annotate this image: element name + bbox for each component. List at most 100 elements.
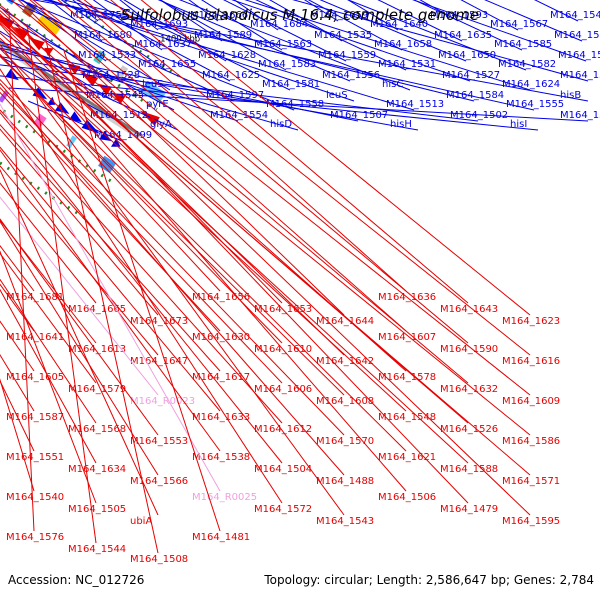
- gene-arrow: [80, 71, 99, 87]
- gene-label: M164_1621: [378, 452, 436, 463]
- gene-label: M164_1605: [6, 372, 64, 383]
- gene-callout-line: [231, 0, 471, 82]
- gene-label: M164_1504: [254, 464, 312, 475]
- gene-callout-line: [0, 91, 221, 332]
- feature-block: [116, 65, 129, 79]
- gene-callout-line: [103, 0, 291, 91]
- gene-label: M164_1684: [250, 19, 308, 30]
- feature-block: [0, 90, 10, 103]
- gene-callout-line: [0, 12, 469, 504]
- gene-callout-line: [0, 48, 407, 452]
- accession-line: Accession: NC_012726: [8, 573, 144, 587]
- gene-label: M164_1624: [502, 79, 560, 90]
- gene-label: M164_1585: [494, 39, 552, 50]
- gene-label: M164_1488: [316, 476, 374, 487]
- gene-callout-line: [44, 36, 159, 554]
- gene-label: M164_R0025: [192, 492, 257, 503]
- gene-callout-line: [0, 218, 159, 436]
- gene-callout-line: [27, 100, 123, 142]
- gene-arrow: [13, 26, 29, 40]
- gene-label: M164_1559: [318, 50, 376, 61]
- gene-callout-line: [8, 87, 589, 122]
- gene-label: M164_1635: [434, 30, 492, 41]
- gene-label: M164_1633: [192, 412, 250, 423]
- gene-callout-line: [0, 43, 345, 516]
- accession-label: Accession:: [8, 573, 72, 587]
- gene-callout-line: [0, 82, 345, 476]
- gene-label: hisI: [510, 119, 527, 130]
- gene-callout-line: [0, 165, 159, 356]
- length-label: Length:: [376, 573, 423, 587]
- gene-callout-line: [0, 21, 345, 356]
- gene-label: M164_1641: [6, 332, 64, 343]
- gene-callout-line: [0, 55, 119, 122]
- gene-label: M164_1563: [254, 39, 312, 50]
- gene-label: M164_1630: [192, 332, 250, 343]
- accession-value: NC_012726: [75, 573, 145, 587]
- gene-callout-line: [0, 37, 407, 412]
- gene-label: M164_1655: [138, 59, 196, 70]
- gene-callout-line: [0, 68, 283, 504]
- gene-label: M164_1643: [440, 304, 498, 315]
- feature-block: [93, 50, 106, 65]
- gene-callout-line: [0, 196, 159, 396]
- gene-arrow: [55, 102, 70, 114]
- gene-label: M164_1481: [192, 532, 250, 543]
- genome-summary: Topology: circular; Length: 2,586,647 bp…: [264, 573, 594, 587]
- gene-label: hisD: [270, 119, 292, 130]
- topology-label: Topology:: [264, 573, 321, 587]
- gene-label: M164_1623: [502, 316, 560, 327]
- gene-label: M164_1479: [440, 504, 498, 515]
- gene-label: M164_1588: [440, 464, 498, 475]
- gene-callout-line: [19, 0, 295, 111]
- gene-label: hisB: [560, 90, 581, 101]
- gene-callout-line: [0, 378, 35, 492]
- gene-label: M164_1527: [442, 70, 500, 81]
- gene-label: M164_1506: [378, 492, 436, 503]
- gene-label: M164_1617: [192, 372, 250, 383]
- gene-label: M164_1595: [502, 516, 560, 527]
- gene-label: M164_1673: [130, 316, 188, 327]
- gene-label: M164_1607: [378, 332, 436, 343]
- gene-label: M164_1606: [254, 384, 312, 395]
- gene-label: M164_1583: [258, 59, 316, 70]
- gene-label: M164_1548: [378, 412, 436, 423]
- gene-label: M164_1587: [6, 412, 64, 423]
- gene-callout-line: [0, 78, 345, 436]
- gene-label: M164_1586: [502, 436, 560, 447]
- gene-callout-line: [0, 128, 159, 316]
- gene-label: M164_1544: [68, 544, 126, 555]
- genes-label: Genes:: [513, 573, 556, 587]
- gene-callout-line: [8, 11, 35, 532]
- gene-label: M164_1568: [68, 424, 126, 435]
- gene-label: M164_1628: [198, 50, 256, 61]
- gene-label: M164_1540: [6, 492, 64, 503]
- gene-callout-line: [0, 23, 407, 492]
- gene-callout-line: [0, 55, 345, 396]
- gene-label: M164_1681: [6, 292, 64, 303]
- gene-arrow: [99, 130, 112, 141]
- gene-callout-line: [78, 0, 407, 292]
- genome-title: Sulfolobus islandicus M.16.4, complete g…: [120, 6, 480, 24]
- gene-callout-line: [46, 0, 415, 111]
- gene-label: M164_1555: [506, 99, 564, 110]
- gene-callout-line: [17, 0, 345, 316]
- gene-label: M164_1590: [440, 344, 498, 355]
- gene-label: M164_1538: [192, 452, 250, 463]
- gene-label: M164_1543: [316, 516, 374, 527]
- gene-label: pyrE: [146, 99, 169, 110]
- gene-label: M164_1589: [194, 30, 252, 41]
- gene-label: M164_1541: [550, 10, 600, 21]
- gene-callout-line: [0, 10, 407, 372]
- gene-callout-line: [0, 278, 97, 424]
- gene-label: M164_1533: [78, 50, 136, 61]
- gene-label: M164_1571: [502, 476, 560, 487]
- gene-label: M164_1556: [322, 70, 380, 81]
- gene-label: M164_1513: [386, 99, 444, 110]
- gene-label: M164_1553: [130, 436, 188, 447]
- gene-callout-line: [26, 23, 97, 544]
- gene-label: glyA: [150, 119, 172, 130]
- gene-label: M164_1535: [314, 30, 372, 41]
- gene-arrow: [67, 63, 81, 75]
- gene-label: M164_1578: [378, 372, 436, 383]
